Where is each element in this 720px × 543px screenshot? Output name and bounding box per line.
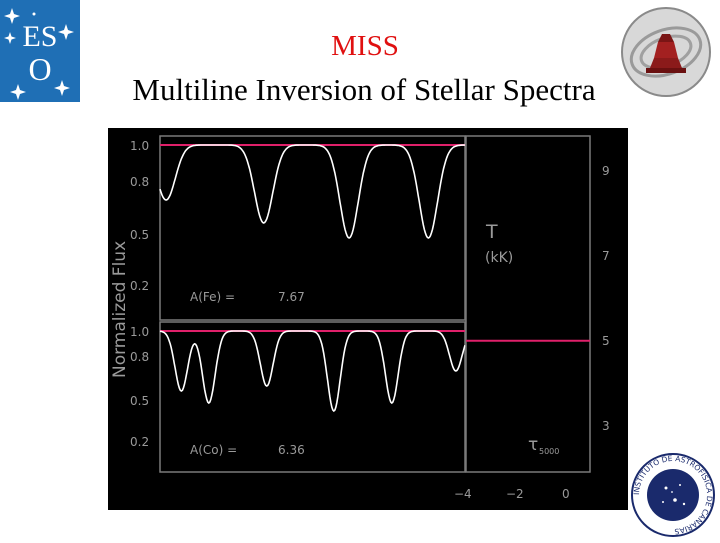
bottom-ytick-4: 0.2 [130,435,149,449]
bottom-ytick-3: 0.5 [130,394,149,408]
top-ytick-3: 0.5 [130,228,149,242]
temperature-panel: T (kK) 9 7 5 3 −4 −2 0 τ 5000 [454,135,610,501]
top-ytick-2: 0.8 [130,175,149,189]
top-annotation-label: A(Fe) = [190,290,235,304]
eso-logo-letters-top: ES [22,20,57,53]
top-panel: 1.0 0.8 0.5 0.2 A(Fe) = 7.67 [130,135,466,321]
bottom-spectrum-line [159,330,466,413]
page-subtitle: Multiline Inversion of Stellar Spectra [132,72,596,107]
tau-subscript: 5000 [539,447,559,456]
x-tick-3: 0 [562,487,570,501]
bottom-panel: 1.0 0.8 0.5 0.2 A(Co) = 6.36 [130,321,466,473]
eso-logo-letter-o: O [28,51,51,87]
eso-logo: ES O [0,0,80,102]
top-spectrum-line [159,144,466,239]
temperature-panel-frame [465,135,591,473]
bottom-panel-frame [159,321,466,473]
top-panel-frame [159,135,466,321]
eso-stars-icon [4,8,74,100]
spectra-figure: Normalized Flux 1.0 0.8 0.5 0.2 A(Fe) = … [108,128,628,510]
page-title: MISS [331,30,399,62]
mpia-logo [620,6,712,101]
temperature-label: T [485,221,498,243]
bottom-annotation-value: 6.36 [278,443,305,457]
y-axis-label: Normalized Flux [110,241,130,378]
right-tick-4: 3 [602,419,610,433]
bottom-annotation-label: A(Co) = [190,443,237,457]
starfield-icon [647,469,699,521]
right-tick-3: 5 [602,334,610,348]
top-ytick-1: 1.0 [130,139,149,153]
temperature-unit: (kK) [485,250,513,266]
x-tick-1: −4 [454,487,472,501]
telescope-dome-icon [646,34,686,73]
right-tick-1: 9 [602,164,610,178]
tau-label: τ [528,435,538,455]
x-tick-2: −2 [506,487,524,501]
iac-logo: INSTITUTO DE ASTROFISICA DE CANARIAS [630,452,716,538]
top-annotation-value: 7.67 [278,290,305,304]
bottom-ytick-1: 1.0 [130,325,149,339]
top-ytick-4: 0.2 [130,279,149,293]
right-tick-2: 7 [602,249,610,263]
bottom-ytick-2: 0.8 [130,350,149,364]
